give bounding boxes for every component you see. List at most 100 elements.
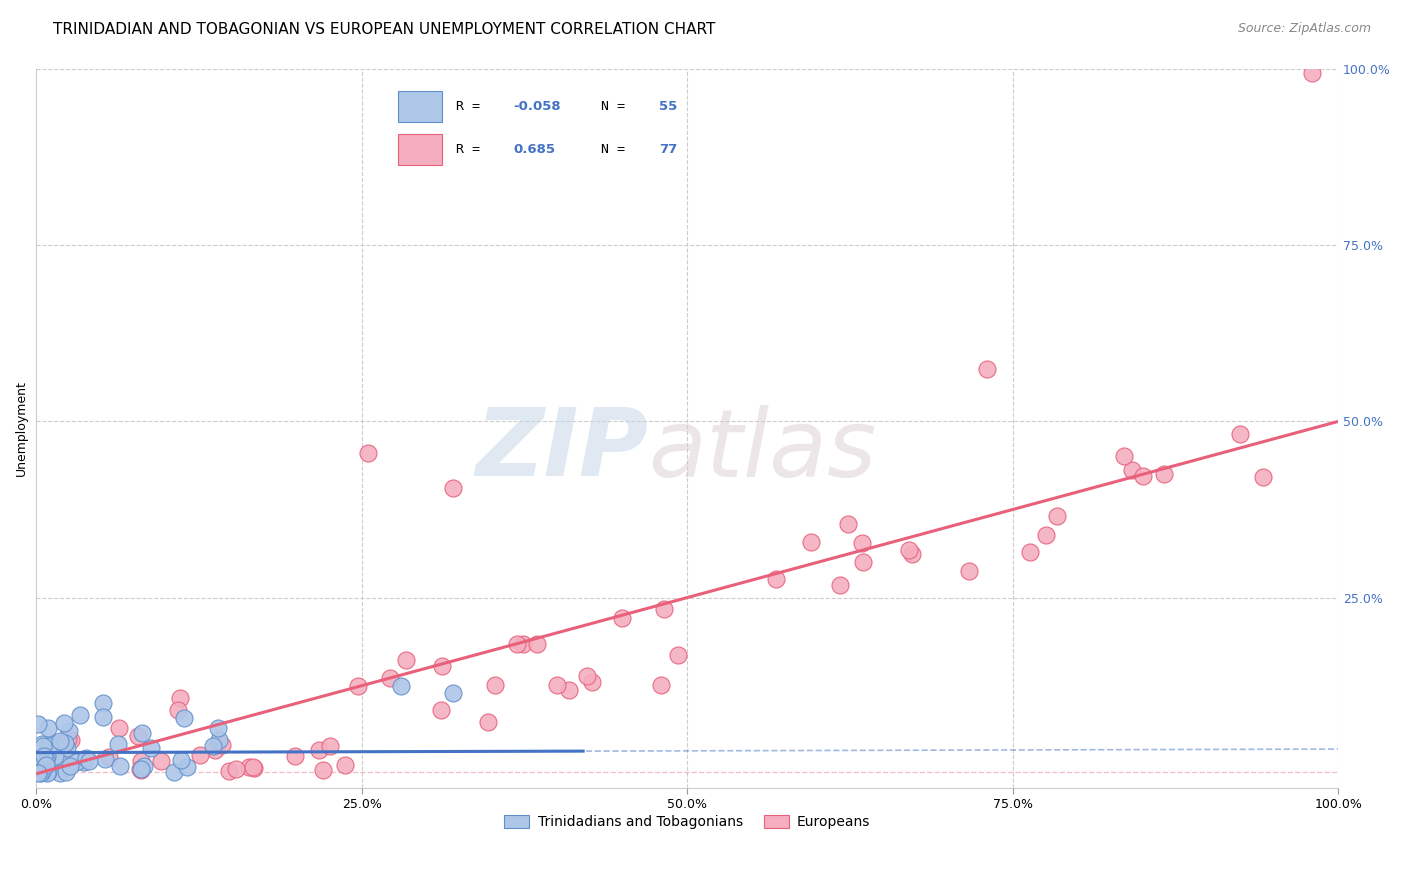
Point (765, 572, 787, 586)
Point (27, 766, 49, 780)
Y-axis label: Unemployment: Unemployment (15, 381, 28, 476)
Point (150, 755, 173, 769)
Point (380, 672, 402, 686)
Point (238, 760, 260, 774)
Point (1019, 545, 1042, 559)
Point (346, 679, 368, 693)
Point (35, 758, 58, 772)
Point (35, 748, 58, 763)
Text: ZIP: ZIP (475, 404, 648, 496)
Point (49, 734, 72, 748)
Point (91, 709, 114, 723)
Point (31, 763, 53, 777)
Point (389, 679, 412, 693)
Point (666, 648, 689, 662)
Point (652, 602, 675, 616)
Point (65, 755, 87, 769)
Point (173, 711, 195, 725)
Point (828, 578, 851, 592)
Point (901, 548, 924, 562)
Point (333, 758, 356, 772)
Point (77, 754, 100, 768)
Point (129, 762, 152, 776)
Point (35, 759, 58, 773)
Point (32, 739, 55, 753)
Point (441, 481, 464, 495)
Point (107, 737, 129, 751)
Point (59, 733, 82, 747)
Point (30, 765, 52, 780)
Point (49, 766, 72, 780)
Point (576, 669, 599, 683)
Point (218, 764, 240, 779)
Point (851, 535, 873, 549)
Text: atlas: atlas (648, 404, 876, 496)
Point (37, 766, 59, 780)
Point (169, 690, 191, 705)
Point (35, 753, 58, 767)
Point (441, 686, 464, 700)
Point (27, 764, 49, 779)
Point (69, 707, 91, 722)
Point (37, 765, 59, 780)
Point (46, 753, 69, 767)
Point (176, 760, 198, 774)
Point (557, 683, 579, 698)
Point (581, 675, 603, 690)
Point (129, 762, 152, 776)
Point (32, 748, 55, 763)
Point (27, 759, 49, 773)
Point (58, 723, 80, 738)
Point (38, 739, 60, 753)
Point (56, 731, 79, 746)
Point (53, 736, 76, 750)
Point (395, 653, 418, 667)
Point (477, 714, 499, 729)
Point (430, 703, 453, 717)
Text: Source: ZipAtlas.com: Source: ZipAtlas.com (1237, 22, 1371, 36)
Point (1121, 463, 1143, 477)
Point (1112, 449, 1135, 463)
Point (308, 742, 330, 756)
Point (546, 678, 568, 692)
Point (976, 361, 998, 376)
Point (127, 729, 149, 743)
Point (42, 737, 65, 751)
Point (243, 761, 266, 775)
Point (357, 446, 380, 460)
Point (31, 737, 53, 751)
Point (526, 637, 548, 651)
Point (37, 721, 59, 735)
Point (207, 721, 229, 735)
Point (94, 752, 117, 766)
Point (32, 757, 55, 772)
Point (225, 762, 247, 776)
Point (51, 736, 73, 750)
Point (1153, 467, 1175, 481)
Point (319, 739, 342, 753)
Legend: Trinidadians and Tobagonians, Europeans: Trinidadians and Tobagonians, Europeans (499, 809, 876, 835)
Point (190, 747, 212, 762)
Point (1046, 509, 1069, 524)
Point (650, 678, 672, 692)
Point (1132, 469, 1154, 483)
Point (204, 743, 226, 757)
Point (53, 744, 76, 758)
Point (284, 749, 307, 764)
Point (27, 717, 49, 731)
Point (1301, 65, 1323, 79)
Point (800, 534, 823, 549)
Point (610, 611, 633, 625)
Point (98, 750, 121, 764)
Point (28, 762, 51, 776)
Text: TRINIDADIAN AND TOBAGONIAN VS EUROPEAN UNEMPLOYMENT CORRELATION CHART: TRINIDADIAN AND TOBAGONIAN VS EUROPEAN U… (53, 22, 716, 37)
Point (312, 764, 335, 778)
Point (202, 739, 225, 754)
Point (131, 726, 153, 740)
Point (211, 738, 233, 752)
Point (1035, 527, 1057, 541)
Point (837, 517, 859, 532)
Point (163, 764, 186, 779)
Point (34, 756, 56, 770)
Point (139, 741, 162, 756)
